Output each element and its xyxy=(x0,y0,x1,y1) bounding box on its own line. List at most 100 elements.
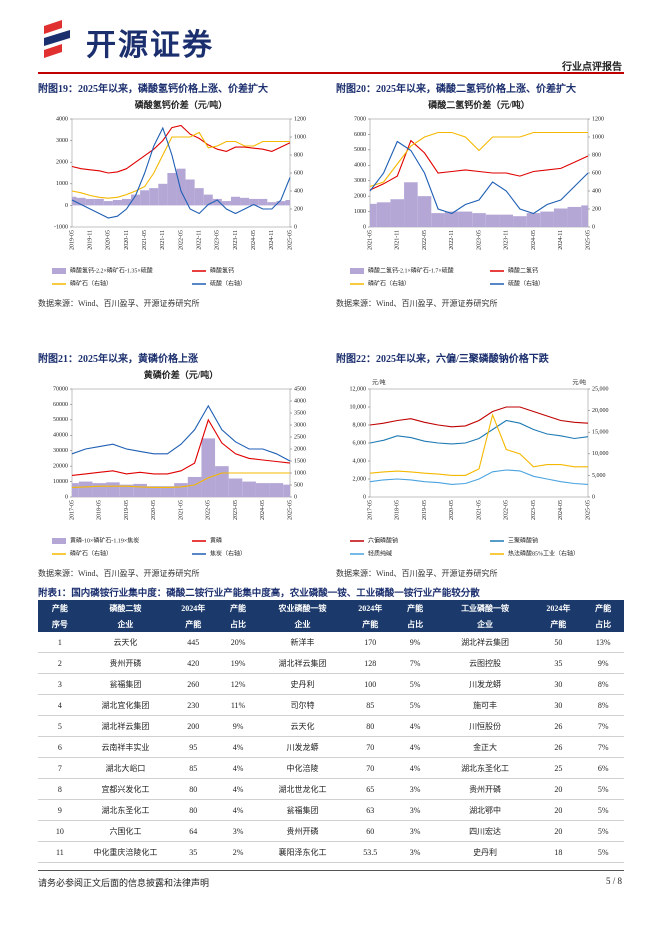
area-segment xyxy=(526,213,541,227)
y2-tick-label: 2500 xyxy=(294,434,306,440)
x-tick-label: 2024-05 xyxy=(558,500,564,520)
table-cell: 3% xyxy=(394,841,436,863)
area-segment xyxy=(230,196,241,206)
series-line xyxy=(369,419,589,445)
header-cell: 序号 xyxy=(38,616,82,632)
table-cell: 4% xyxy=(217,757,259,779)
area-segment xyxy=(255,483,270,497)
table-cell: 襄阳泽东化工 xyxy=(258,841,347,863)
legend-label: 磷矿石（右轴） xyxy=(70,549,112,557)
y2-tick-label: 1200 xyxy=(294,116,306,122)
legend-label: 黄磷-10×磷矿石-1.19×焦炭 xyxy=(70,536,139,544)
header-cell: 企业 xyxy=(81,616,170,632)
series-line xyxy=(71,404,291,462)
x-tick-label: 2020-05 xyxy=(106,230,112,250)
area-segment xyxy=(212,198,222,206)
table-cell: 湖北东圣化工 xyxy=(435,757,535,779)
header-cell: 产能 xyxy=(534,616,583,632)
area-segment xyxy=(131,194,141,206)
series-line xyxy=(369,469,589,485)
area-segment xyxy=(370,203,377,227)
table-cell: 3% xyxy=(217,820,259,842)
table-cell: 川发龙蟒 xyxy=(435,673,535,695)
table-cell: 170 xyxy=(346,632,395,653)
x-tick-label: 2021-11 xyxy=(160,230,166,250)
y-tick-label: 50000 xyxy=(53,417,68,423)
area-segment xyxy=(106,482,120,497)
table-cell: 中化重庆涪陵化工 xyxy=(81,841,170,863)
area-segment xyxy=(103,201,113,206)
table-cell: 128 xyxy=(346,652,395,674)
area-segment xyxy=(92,483,107,497)
area-segment xyxy=(540,211,554,227)
y2-tick-label: 1200 xyxy=(592,116,604,122)
table-cell: 260 xyxy=(169,673,218,695)
area-segment xyxy=(249,198,259,206)
area-segment xyxy=(285,200,290,206)
y2-tick-label: 4500 xyxy=(294,386,306,392)
y2-tick-label: 400 xyxy=(294,188,303,194)
area-segment xyxy=(267,202,277,206)
figure-source: 数据来源：Wind、百川盈孚、开源证券研究所 xyxy=(336,299,498,308)
table-cell: 5% xyxy=(582,820,624,842)
table-cell: 60 xyxy=(346,820,395,842)
table-cell: 70 xyxy=(346,736,395,758)
header-cell: 2024年 xyxy=(534,600,583,616)
y2-tick-label: 0 xyxy=(294,224,297,230)
table-cell: 湖北鄂中 xyxy=(435,799,535,821)
header-cell: 产能 xyxy=(394,600,436,616)
y2-tick-label: 0 xyxy=(294,494,297,500)
y2-tick-label: 600 xyxy=(294,170,303,176)
x-tick-label: 2023-05 xyxy=(476,230,482,250)
figure-title: 附图21：2025年以来，黄磷价格上涨 xyxy=(38,354,198,365)
x-tick-label: 2021-05 xyxy=(476,500,482,520)
table-cell: 贵州开磷 xyxy=(81,652,170,674)
y2-tick-label: 25,000 xyxy=(592,386,609,392)
table-cell: 13% xyxy=(582,632,624,653)
x-tick-label: 2020-05 xyxy=(151,500,157,520)
figure-source: 数据来源：Wind、百川盈孚、开源证券研究所 xyxy=(38,569,200,578)
chart: 元/吨 元/吨 0 2,000 4,000 6,000 8,000 10,000 12,000 0… xyxy=(350,378,609,557)
table-cell: 4% xyxy=(217,736,259,758)
table-cell: 11% xyxy=(217,694,259,716)
legend-label: 硫酸（右轴） xyxy=(210,279,246,287)
series-line xyxy=(369,140,589,215)
area-segment xyxy=(458,211,473,227)
header-cell: 产能 xyxy=(217,600,259,616)
chart-title: 磷酸二氢钙价差（元/吨） xyxy=(428,99,530,110)
area-segment xyxy=(185,179,195,206)
legend-label: 磷矿石（右轴） xyxy=(368,279,410,287)
area-segment xyxy=(140,190,150,206)
x-tick-label: 2021-05 xyxy=(367,230,373,250)
table-cell: 30 xyxy=(534,673,583,695)
y2-tick-label: 5,000 xyxy=(592,473,606,479)
footer-disclaimer: 请务必参阅正文后面的信息披露和法律声明 xyxy=(38,878,210,888)
table-cell: 5% xyxy=(394,673,436,695)
area-segment xyxy=(76,197,86,206)
table-cell: 史丹利 xyxy=(258,673,347,695)
table-cell: 贵州开磷 xyxy=(435,778,535,800)
area-segment xyxy=(187,476,202,497)
y2-tick-label: 200 xyxy=(592,206,601,212)
table-row: 1 云天化 445 20% 新洋丰 170 9% 湖北祥云集团 50 13% xyxy=(38,632,624,653)
table-cell: 20 xyxy=(534,799,583,821)
area-segment xyxy=(240,197,250,206)
x-tick-label: 2024-05 xyxy=(531,230,537,250)
table-cell: 35 xyxy=(534,652,583,674)
area-segment xyxy=(119,484,134,497)
table-cell: 湖北祥云集团 xyxy=(435,632,535,653)
table-cell: 宜都兴发化工 xyxy=(81,778,170,800)
table-cell: 4 xyxy=(38,694,82,716)
legend-label: 磷矿石（右轴） xyxy=(70,279,112,287)
page-number: 5 / 8 xyxy=(605,876,622,886)
area-segment xyxy=(513,216,527,227)
area-segment xyxy=(390,199,405,227)
y2-tick-label: 15,000 xyxy=(592,430,609,436)
figure-source: 数据来源：Wind、百川盈孚、开源证券研究所 xyxy=(336,569,498,578)
x-tick-label: 2021-11 xyxy=(395,230,401,250)
x-tick-label: 2019-05 xyxy=(124,500,130,520)
x-tick-label: 2022-05 xyxy=(422,230,428,250)
table-cell: 3% xyxy=(394,799,436,821)
table-cell: 云天化 xyxy=(258,715,347,737)
x-tick-label: 2022-11 xyxy=(449,230,455,250)
